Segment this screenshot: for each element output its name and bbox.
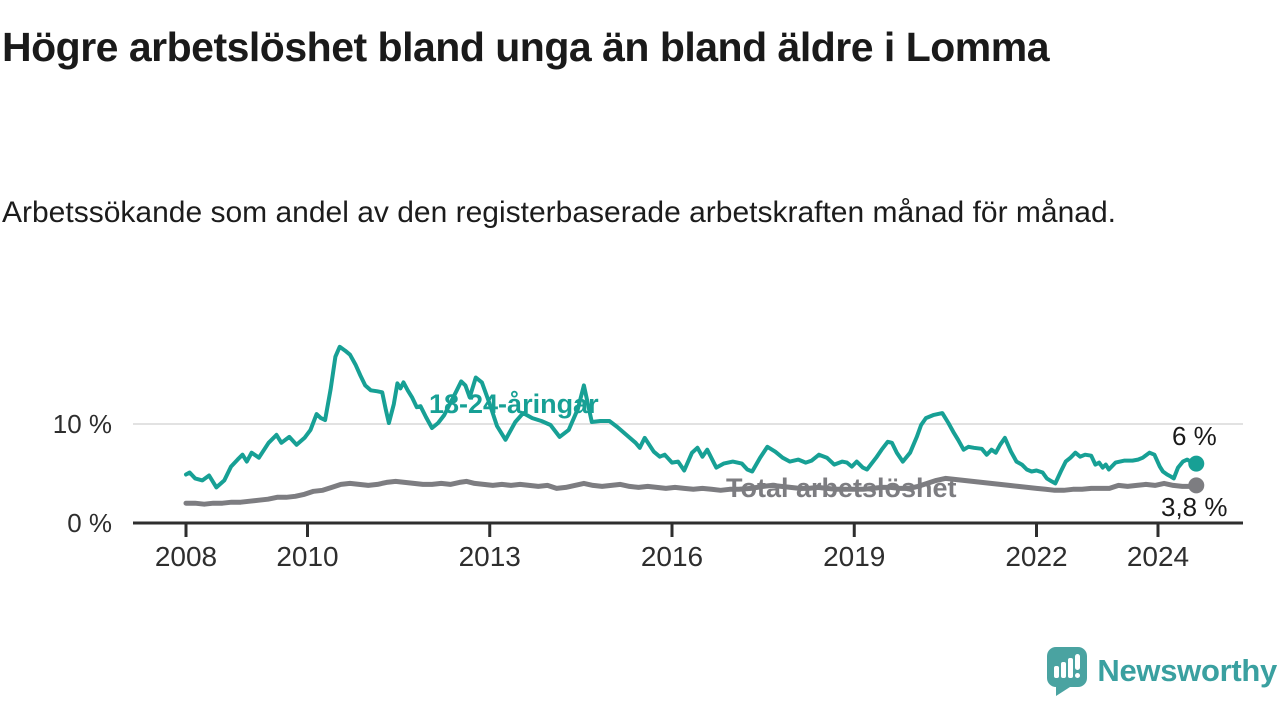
- series-label-total: Total arbetslöshet: [726, 473, 957, 503]
- y-axis-tick-label-10: 10 %: [53, 409, 112, 439]
- newsworthy-wordmark: Newsworthy: [1097, 653, 1277, 688]
- line-total: [183, 475, 1199, 507]
- x-axis-tick-label-2010: 2010: [276, 541, 338, 572]
- line-young: [184, 344, 1199, 490]
- x-axis-tick-label-2016: 2016: [641, 541, 703, 572]
- x-axis-tick-label-2024: 2024: [1127, 541, 1189, 572]
- chart-subtitle: Arbetssökande som andel av den registerb…: [2, 196, 1116, 229]
- x-axis-tick-label-2019: 2019: [823, 541, 885, 572]
- x-axis-tick-label-2013: 2013: [459, 541, 521, 572]
- end-value-label-total: 3,8 %: [1161, 492, 1228, 522]
- end-value-label-young: 6 %: [1172, 421, 1217, 451]
- newsworthy-logo: Newsworthy: [1046, 646, 1277, 696]
- series-label-young: 18-24-åringar: [429, 389, 599, 419]
- end-dot-total: [1188, 477, 1205, 494]
- newsworthy-bubble-chart-icon: [1047, 647, 1088, 696]
- y-axis-tick-label-0: 0 %: [67, 508, 112, 538]
- end-dot-young: [1188, 455, 1205, 472]
- page-title: Högre arbetslöshet bland unga än bland ä…: [2, 24, 1050, 70]
- x-axis-tick-label-2008: 2008: [155, 541, 217, 572]
- x-axis-tick-label-2022: 2022: [1005, 541, 1067, 572]
